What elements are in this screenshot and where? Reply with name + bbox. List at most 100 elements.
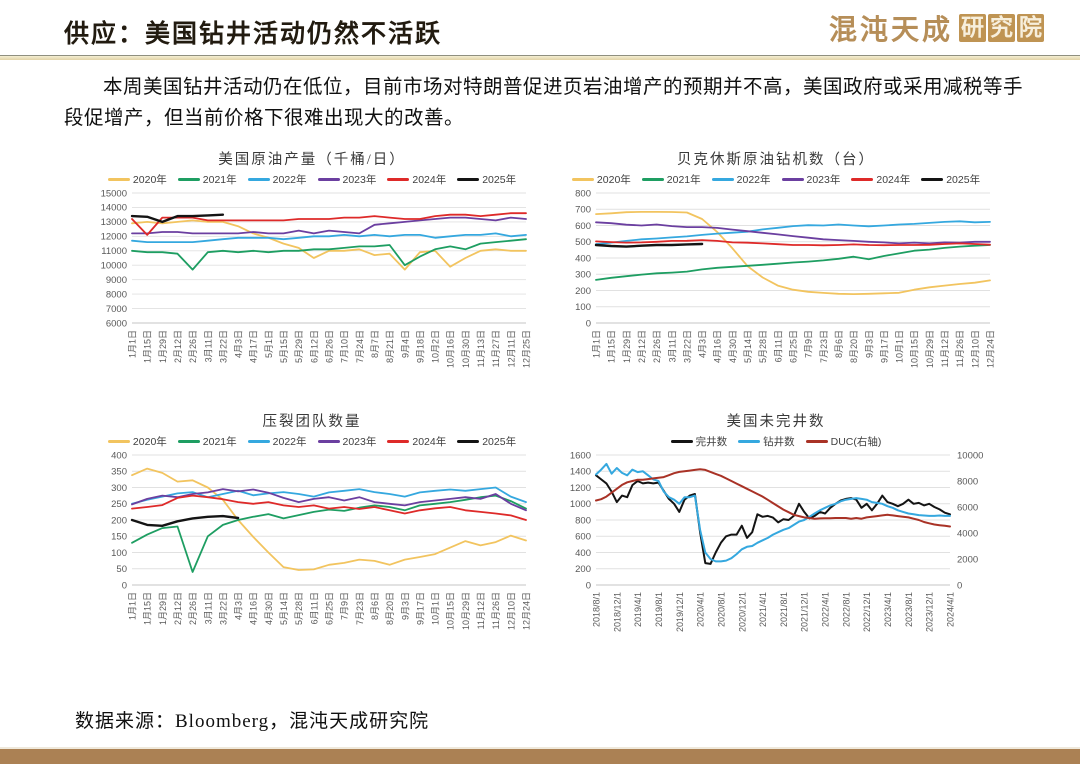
svg-text:400: 400 bbox=[575, 548, 591, 559]
legend-label: 钻井数 bbox=[763, 436, 795, 448]
svg-text:2024/4/1: 2024/4/1 bbox=[946, 592, 956, 627]
legend-item: 2020年 bbox=[571, 172, 631, 187]
legend-label: DUC(右轴) bbox=[830, 436, 882, 448]
legend-item: 钻井数 bbox=[738, 434, 795, 449]
svg-text:9月17日: 9月17日 bbox=[879, 330, 889, 363]
svg-text:400: 400 bbox=[111, 450, 127, 461]
svg-text:9月4日: 9月4日 bbox=[400, 330, 410, 358]
legend-item: 2023年 bbox=[317, 172, 377, 187]
svg-text:10月15日: 10月15日 bbox=[446, 592, 456, 630]
chart-legend: 2020年 2021年 2022年 2023年 2024年 2025年 bbox=[88, 172, 536, 187]
chart-us-crude-production: 美国原油产量（千桶/日） 2020年 2021年 2022年 2023年 2024年 20… bbox=[88, 148, 536, 392]
svg-text:6月26日: 6月26日 bbox=[325, 330, 335, 363]
summary-paragraph: 本周美国钻井活动仍在低位，目前市场对特朗普促进页岩油增产的预期并不高，美国政府或… bbox=[64, 77, 1024, 130]
legend-label: 2025年 bbox=[946, 174, 981, 186]
legend-item: 2022年 bbox=[247, 434, 307, 449]
svg-text:5月29日: 5月29日 bbox=[294, 330, 304, 363]
legend-item: 2020年 bbox=[107, 434, 167, 449]
legend-swatch bbox=[387, 178, 410, 181]
legend-item: DUC(右轴) bbox=[805, 434, 882, 449]
legend-label: 完井数 bbox=[695, 436, 728, 448]
legend-item: 2021年 bbox=[177, 172, 237, 187]
svg-text:10月30日: 10月30日 bbox=[461, 330, 471, 368]
chart-legend: 2020年 2021年 2022年 2023年 2024年 2025年 bbox=[552, 172, 1000, 187]
svg-text:2023/12/1: 2023/12/1 bbox=[925, 592, 935, 632]
legend-label: 2021年 bbox=[202, 436, 237, 448]
svg-text:600: 600 bbox=[575, 532, 591, 543]
bottom-accent-bar bbox=[0, 747, 1080, 764]
chart-legend: 完井数 钻井数 DUC(右轴) bbox=[552, 434, 1000, 449]
svg-text:2018/8/1: 2018/8/1 bbox=[592, 592, 602, 627]
legend-item: 2024年 bbox=[387, 434, 446, 449]
svg-text:12月10日: 12月10日 bbox=[970, 330, 980, 368]
svg-text:12月24日: 12月24日 bbox=[986, 330, 996, 368]
svg-text:2月26日: 2月26日 bbox=[188, 330, 198, 363]
svg-text:6月25日: 6月25日 bbox=[325, 592, 335, 625]
svg-text:10月29日: 10月29日 bbox=[925, 330, 935, 368]
svg-text:1月15日: 1月15日 bbox=[607, 330, 617, 363]
svg-text:50: 50 bbox=[116, 564, 127, 575]
svg-text:15000: 15000 bbox=[101, 188, 127, 199]
svg-text:2018/12/1: 2018/12/1 bbox=[612, 592, 622, 632]
svg-text:1月29日: 1月29日 bbox=[158, 592, 168, 625]
svg-text:12月10日: 12月10日 bbox=[506, 592, 516, 630]
legend-label: 2023年 bbox=[342, 174, 377, 186]
svg-text:2022/12/1: 2022/12/1 bbox=[862, 592, 872, 632]
legend-label: 2023年 bbox=[806, 174, 841, 186]
svg-text:9月3日: 9月3日 bbox=[864, 330, 874, 358]
brand-logo-badge-char: 院 bbox=[1017, 14, 1044, 42]
legend-label: 2024年 bbox=[412, 174, 447, 186]
svg-text:6月11日: 6月11日 bbox=[773, 330, 783, 362]
legend-swatch bbox=[641, 178, 664, 181]
legend-label: 2022年 bbox=[272, 436, 307, 448]
svg-text:11月12日: 11月12日 bbox=[940, 330, 950, 367]
svg-text:10月29日: 10月29日 bbox=[461, 592, 471, 630]
svg-text:7月24日: 7月24日 bbox=[355, 330, 365, 363]
svg-text:7月23日: 7月23日 bbox=[819, 330, 829, 363]
legend-item: 2022年 bbox=[247, 172, 307, 187]
svg-text:9月17日: 9月17日 bbox=[415, 592, 425, 625]
svg-text:5月15日: 5月15日 bbox=[279, 330, 289, 363]
svg-text:3月22日: 3月22日 bbox=[682, 330, 692, 363]
svg-text:3月11日: 3月11日 bbox=[203, 592, 213, 624]
svg-text:2021/8/1: 2021/8/1 bbox=[779, 592, 789, 627]
svg-text:4月17日: 4月17日 bbox=[249, 330, 259, 363]
svg-text:2019/8/1: 2019/8/1 bbox=[654, 592, 664, 627]
svg-text:1月1日: 1月1日 bbox=[128, 592, 138, 620]
svg-text:7月10日: 7月10日 bbox=[340, 330, 350, 363]
legend-swatch bbox=[781, 178, 804, 181]
svg-text:2019/12/1: 2019/12/1 bbox=[675, 592, 685, 632]
svg-text:4月3日: 4月3日 bbox=[698, 330, 708, 358]
svg-text:8月20日: 8月20日 bbox=[385, 592, 395, 625]
svg-text:2021/4/1: 2021/4/1 bbox=[758, 592, 768, 627]
svg-text:9000: 9000 bbox=[106, 275, 127, 286]
header-divider bbox=[0, 55, 1080, 60]
svg-text:12月24日: 12月24日 bbox=[522, 592, 532, 630]
svg-text:5月14日: 5月14日 bbox=[743, 330, 753, 363]
legend-swatch bbox=[247, 178, 270, 181]
svg-text:14000: 14000 bbox=[101, 203, 127, 214]
legend-swatch bbox=[317, 440, 340, 443]
svg-text:11月13日: 11月13日 bbox=[476, 330, 486, 367]
svg-text:4月16日: 4月16日 bbox=[249, 592, 259, 625]
svg-text:2020/8/1: 2020/8/1 bbox=[716, 592, 726, 627]
legend-swatch bbox=[317, 178, 340, 181]
svg-text:500: 500 bbox=[575, 237, 591, 248]
svg-text:1600: 1600 bbox=[570, 450, 591, 461]
legend-item: 2025年 bbox=[921, 172, 980, 187]
svg-text:2月26日: 2月26日 bbox=[652, 330, 662, 363]
svg-text:1200: 1200 bbox=[570, 483, 591, 494]
svg-text:0: 0 bbox=[122, 580, 127, 591]
svg-text:2019/4/1: 2019/4/1 bbox=[633, 592, 643, 627]
svg-text:100: 100 bbox=[111, 548, 127, 559]
chart-canvas: 0 100 200 300 400 500 600 700 800 1月1日 1月15日 1月29日 2… bbox=[552, 187, 1000, 392]
legend-label: 2022年 bbox=[736, 174, 771, 186]
legend-swatch bbox=[457, 178, 480, 181]
svg-text:2月12日: 2月12日 bbox=[173, 330, 183, 363]
svg-text:7月23日: 7月23日 bbox=[355, 592, 365, 625]
svg-text:4月30日: 4月30日 bbox=[264, 592, 274, 625]
chart-frac-spread-count: 压裂团队数量 2020年 2021年 2022年 2023年 2024年 2025年 0 5… bbox=[88, 410, 536, 654]
legend-swatch bbox=[177, 178, 200, 181]
svg-text:1月15日: 1月15日 bbox=[143, 330, 153, 363]
svg-text:1月15日: 1月15日 bbox=[143, 592, 153, 625]
